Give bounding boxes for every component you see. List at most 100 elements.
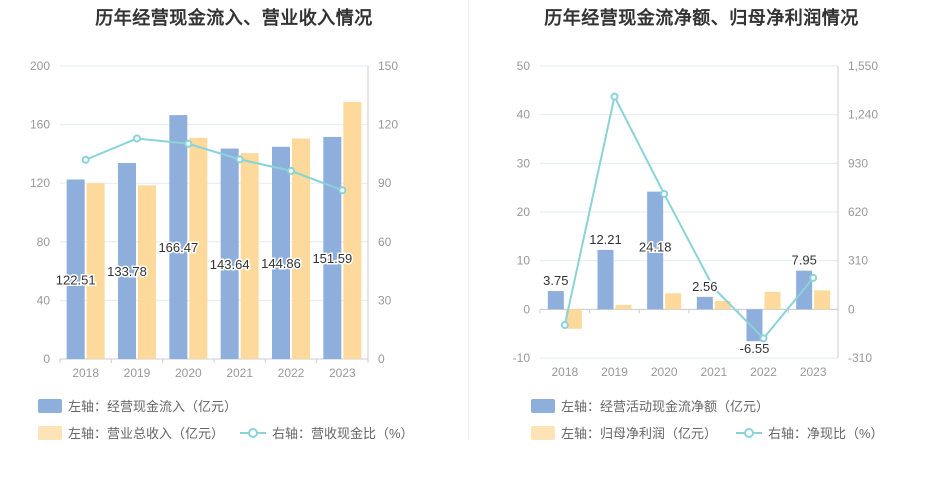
bar-secondary	[565, 309, 582, 329]
y-right-tick-label: 150	[378, 59, 398, 73]
y-left-tick-label: 200	[30, 59, 50, 73]
ratio-line	[563, 93, 814, 340]
bar-secondary	[814, 290, 831, 310]
y-left-tick-label: 10	[517, 254, 531, 268]
panel-divider	[468, 0, 469, 440]
bar-data-label: 144.86	[261, 256, 301, 271]
y-right-tick-label: 620	[848, 205, 868, 219]
legend-line-icon	[240, 426, 266, 440]
bar-secondary	[240, 153, 259, 359]
bar-data-label: 12.21	[589, 232, 622, 247]
chart-title: 历年经营现金流净额、归母净利润情况	[544, 8, 859, 28]
bar-data-label: 151.59	[312, 251, 352, 266]
y-right-tick-label: 90	[378, 176, 392, 190]
legend-item-net-cash-flow[interactable]: 左轴：经营活动现金流净额（亿元）	[531, 396, 769, 415]
ratio-line	[85, 137, 343, 192]
legend-item-cash-ratio[interactable]: 右轴：营收现金比（%）	[240, 423, 414, 442]
bar-primary	[696, 296, 713, 310]
legend-label: 左轴：归母净利润（亿元）	[561, 426, 718, 441]
bar-secondary	[343, 101, 362, 359]
x-tick-label: 2022	[278, 366, 305, 380]
bar-data-label: 166.47	[158, 240, 198, 255]
x-tick-label: 2019	[601, 365, 628, 379]
y-left-tick-label: 120	[30, 176, 50, 190]
y-right-tick-label: 0	[378, 352, 385, 366]
ratio-point	[287, 166, 295, 175]
x-tick-label: 2019	[124, 366, 151, 380]
legend-item-revenue[interactable]: 左轴：营业总收入（亿元）	[38, 423, 224, 442]
bar-secondary	[615, 304, 632, 310]
bar-primary	[220, 148, 239, 359]
bar-secondary	[86, 183, 105, 359]
legend-label: 右轴：净现比（%）	[768, 426, 884, 441]
y-left-tick-label: 20	[517, 205, 531, 219]
x-tick-label: 2020	[651, 365, 678, 379]
x-tick-label: 2023	[329, 366, 356, 380]
bar-data-label: 2.56	[692, 279, 717, 294]
legend-label: 左轴：经营现金流入（亿元）	[68, 399, 238, 414]
chart-plot-area: 0 40 80 120 160 200 0 30 60 90 120 150 2018 2019 2020 2…	[30, 59, 398, 380]
ratio-point	[133, 134, 141, 143]
legend-line-icon	[736, 426, 762, 440]
bar-secondary	[189, 137, 208, 359]
bar-primary	[169, 115, 188, 359]
y-left-tick-label: 0	[523, 302, 530, 316]
right-chart-panel: 历年经营现金流净额、归母净利润情况 -10 0 10 20 30 40 50 -310 0 310…	[468, 0, 935, 480]
x-tick-label: 2018	[72, 366, 99, 380]
ratio-point	[660, 189, 669, 198]
y-right-tick-label: 120	[378, 118, 398, 132]
y-left-tick-label: 80	[37, 235, 51, 249]
y-right-tick-label: 60	[378, 235, 392, 249]
legend-item-net-profit[interactable]: 左轴：归母净利润（亿元）	[531, 423, 717, 442]
legend-label: 左轴：营业总收入（亿元）	[68, 426, 225, 441]
legend-label: 左轴：经营活动现金流净额（亿元）	[561, 399, 770, 414]
ratio-point	[235, 155, 244, 164]
y-right-tick-label: 1,240	[848, 108, 878, 122]
bar-primary	[647, 191, 664, 310]
legend-label: 右轴：营收现金比（%）	[272, 426, 414, 441]
y-right-tick-label: -310	[848, 351, 872, 365]
legend-item-net-cash-ratio[interactable]: 右轴：净现比（%）	[736, 423, 884, 442]
bar-data-label: 3.75	[543, 273, 568, 288]
bar-secondary	[138, 185, 156, 359]
y-left-tick-label: -10	[513, 351, 531, 365]
ratio-point	[338, 186, 347, 195]
bar-data-label: 24.18	[639, 240, 672, 255]
bar-data-label: 7.95	[792, 253, 817, 268]
bar-primary	[118, 163, 136, 359]
bar-primary	[597, 249, 614, 310]
bar-secondary	[714, 301, 731, 310]
bar-secondary	[292, 138, 310, 359]
x-tick-label: 2021	[700, 365, 727, 379]
chart-title: 历年经营现金流入、营业收入情况	[95, 8, 373, 28]
bar-data-label: 143.64	[210, 257, 250, 272]
y-right-tick-label: 0	[848, 302, 855, 316]
chart-plot-area: -10 0 10 20 30 40 50 -310 0 310 620 930 1,240 1,550 20…	[513, 59, 879, 379]
y-right-tick-label: 1,550	[848, 59, 878, 73]
bar-secondary	[665, 293, 682, 310]
ratio-point	[709, 284, 718, 293]
x-tick-label: 2021	[226, 366, 253, 380]
y-right-tick-label: 30	[378, 293, 392, 307]
bar-primary	[323, 136, 342, 359]
bar-primary	[547, 291, 564, 310]
legend-item-cash-inflow[interactable]: 左轴：经营现金流入（亿元）	[38, 396, 237, 415]
legend-swatch-bar-primary	[38, 398, 62, 413]
ratio-point	[759, 334, 768, 343]
y-left-tick-label: 30	[517, 156, 531, 170]
x-tick-label: 2020	[175, 366, 202, 380]
y-right-tick-label: 310	[848, 254, 868, 268]
bar-data-label: 133.78	[107, 264, 147, 279]
ratio-point	[809, 273, 818, 282]
left-chart-panel: 历年经营现金流入、营业收入情况 0 40 80 120 160 200 0 30 60 90 120…	[30, 8, 414, 442]
ratio-point	[184, 139, 193, 148]
y-right-tick-label: 930	[848, 156, 868, 170]
bar-secondary	[764, 291, 781, 310]
bar-data-label: 122.51	[56, 272, 96, 287]
y-left-tick-label: 50	[517, 59, 531, 73]
x-tick-label: 2022	[750, 365, 777, 379]
bar-primary	[66, 179, 85, 359]
y-left-tick-label: 40	[37, 293, 51, 307]
ratio-point	[560, 321, 569, 330]
legend-swatch-bar-primary	[531, 398, 555, 413]
